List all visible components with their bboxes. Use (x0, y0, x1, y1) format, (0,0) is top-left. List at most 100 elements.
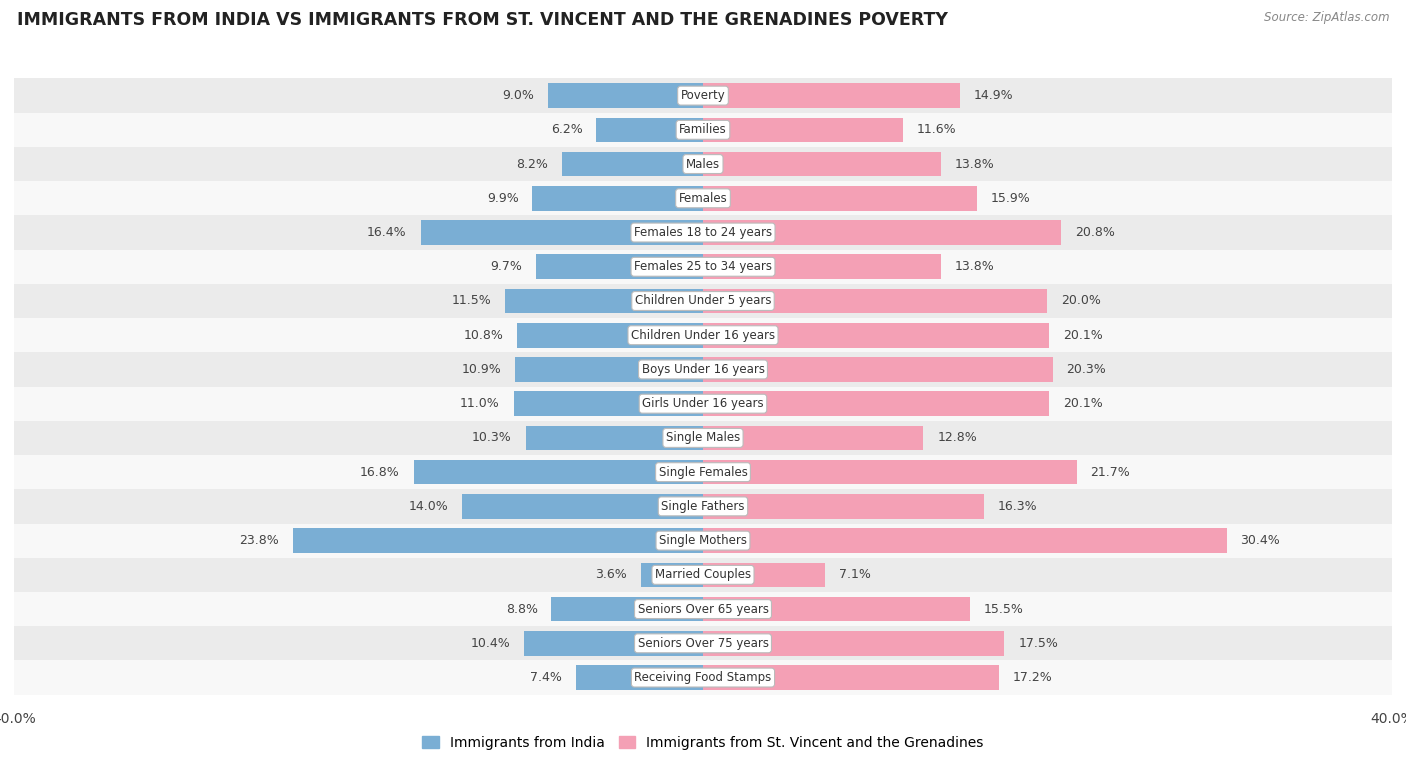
Bar (14, 387, 1392, 421)
Text: 7.1%: 7.1% (839, 568, 870, 581)
Text: 6.2%: 6.2% (551, 124, 582, 136)
Bar (551, 597, 703, 622)
Bar (14, 215, 1392, 249)
Bar (14, 352, 1392, 387)
Text: Seniors Over 75 years: Seniors Over 75 years (637, 637, 769, 650)
Bar (413, 460, 703, 484)
Bar (420, 221, 703, 245)
Text: Single Mothers: Single Mothers (659, 534, 747, 547)
Text: Single Fathers: Single Fathers (661, 500, 745, 513)
Text: Single Males: Single Males (666, 431, 740, 444)
Bar (14, 181, 1392, 215)
Bar (703, 528, 1226, 553)
Text: 20.1%: 20.1% (1063, 397, 1102, 410)
Text: 20.8%: 20.8% (1076, 226, 1115, 239)
Bar (703, 152, 941, 177)
Bar (14, 284, 1392, 318)
Bar (533, 186, 703, 211)
Text: 20.3%: 20.3% (1066, 363, 1107, 376)
Text: Girls Under 16 years: Girls Under 16 years (643, 397, 763, 410)
Bar (575, 666, 703, 690)
Bar (703, 255, 941, 279)
Bar (703, 631, 1004, 656)
Text: Single Females: Single Females (658, 465, 748, 478)
Bar (703, 666, 1000, 690)
Text: 16.4%: 16.4% (367, 226, 406, 239)
Bar (703, 562, 825, 587)
Bar (14, 421, 1392, 455)
Bar (14, 79, 1392, 113)
Bar (14, 249, 1392, 284)
Bar (703, 117, 903, 143)
Bar (14, 558, 1392, 592)
Text: 30.4%: 30.4% (1240, 534, 1279, 547)
Text: 14.9%: 14.9% (973, 89, 1014, 102)
Text: Males: Males (686, 158, 720, 171)
Text: 10.4%: 10.4% (471, 637, 510, 650)
Bar (703, 460, 1077, 484)
Text: Receiving Food Stamps: Receiving Food Stamps (634, 671, 772, 684)
Text: 21.7%: 21.7% (1091, 465, 1130, 478)
Bar (703, 289, 1047, 313)
Text: Females 25 to 34 years: Females 25 to 34 years (634, 260, 772, 274)
Text: 11.6%: 11.6% (917, 124, 956, 136)
Text: 16.3%: 16.3% (997, 500, 1038, 513)
Legend: Immigrants from India, Immigrants from St. Vincent and the Grenadines: Immigrants from India, Immigrants from S… (416, 730, 990, 755)
Text: 13.8%: 13.8% (955, 158, 994, 171)
Text: 11.5%: 11.5% (451, 295, 491, 308)
Text: 3.6%: 3.6% (596, 568, 627, 581)
Text: 10.3%: 10.3% (472, 431, 512, 444)
Bar (513, 391, 703, 416)
Text: 8.8%: 8.8% (506, 603, 537, 615)
Bar (703, 597, 970, 622)
Bar (14, 660, 1392, 694)
Bar (536, 255, 703, 279)
Text: 15.9%: 15.9% (991, 192, 1031, 205)
Text: 7.4%: 7.4% (530, 671, 562, 684)
Bar (641, 562, 703, 587)
Text: Children Under 16 years: Children Under 16 years (631, 329, 775, 342)
Bar (596, 117, 703, 143)
Text: 17.5%: 17.5% (1018, 637, 1059, 650)
Text: 10.8%: 10.8% (464, 329, 503, 342)
Bar (703, 323, 1049, 348)
Bar (517, 323, 703, 348)
Bar (14, 524, 1392, 558)
Bar (292, 528, 703, 553)
Bar (461, 494, 703, 518)
Text: Poverty: Poverty (681, 89, 725, 102)
Text: 12.8%: 12.8% (938, 431, 977, 444)
Text: Married Couples: Married Couples (655, 568, 751, 581)
Text: Families: Families (679, 124, 727, 136)
Bar (703, 425, 924, 450)
Text: 9.9%: 9.9% (486, 192, 519, 205)
Text: 9.7%: 9.7% (491, 260, 522, 274)
Bar (526, 425, 703, 450)
Text: Source: ZipAtlas.com: Source: ZipAtlas.com (1264, 11, 1389, 24)
Bar (14, 592, 1392, 626)
Text: Boys Under 16 years: Boys Under 16 years (641, 363, 765, 376)
Bar (14, 626, 1392, 660)
Text: 17.2%: 17.2% (1012, 671, 1053, 684)
Bar (14, 113, 1392, 147)
Text: 8.2%: 8.2% (516, 158, 548, 171)
Bar (562, 152, 703, 177)
Bar (14, 318, 1392, 352)
Bar (14, 489, 1392, 524)
Bar (524, 631, 703, 656)
Text: IMMIGRANTS FROM INDIA VS IMMIGRANTS FROM ST. VINCENT AND THE GRENADINES POVERTY: IMMIGRANTS FROM INDIA VS IMMIGRANTS FROM… (17, 11, 948, 30)
Bar (14, 455, 1392, 489)
Bar (703, 186, 977, 211)
Text: Seniors Over 65 years: Seniors Over 65 years (637, 603, 769, 615)
Text: Females: Females (679, 192, 727, 205)
Bar (548, 83, 703, 108)
Bar (703, 391, 1049, 416)
Bar (515, 357, 703, 382)
Bar (14, 147, 1392, 181)
Text: 23.8%: 23.8% (239, 534, 280, 547)
Text: Children Under 5 years: Children Under 5 years (634, 295, 772, 308)
Bar (703, 357, 1053, 382)
Bar (703, 83, 960, 108)
Text: 20.0%: 20.0% (1062, 295, 1101, 308)
Bar (703, 494, 984, 518)
